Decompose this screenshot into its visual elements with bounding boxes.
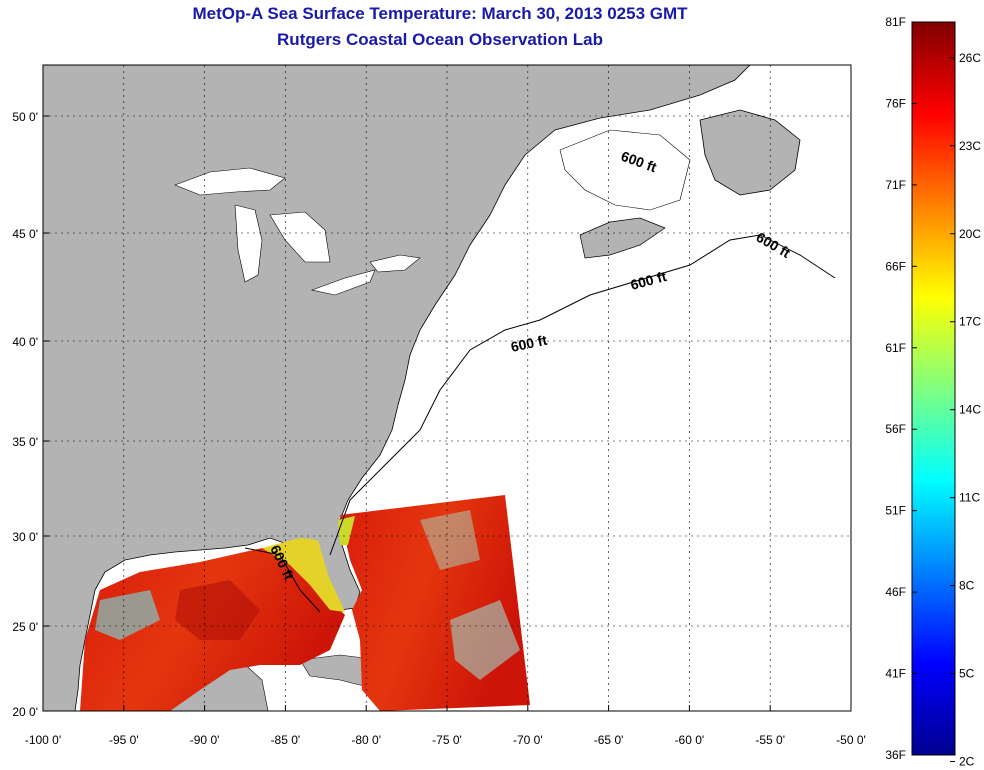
great-lake-huron [269,211,331,263]
colorbar-c-label: 23C [959,139,981,153]
colorbar-f-label: 56F [885,422,906,436]
colorbar-f-label: 81F [885,15,906,29]
sst-satellite-swath [80,495,530,711]
lon-tick-label: -75 0' [432,733,462,747]
land-nova-scotia [579,217,666,259]
lon-tick-label: -50 0' [836,733,866,747]
land-north-america [43,65,751,711]
colorbar-c-label: 14C [959,403,981,417]
colorbar-labels: 81F 76F 71F 66F 61F 56F 51F 46F 41F 36F 26C 23C 20C 1… [885,15,981,769]
colorbar-f-label: 36F [885,748,906,762]
colorbar-c-label: 11C [959,491,980,505]
land-newfoundland [699,109,801,196]
lat-tick-label: 25 0' [12,620,38,634]
graticule [43,65,851,711]
latitude-axis: 50 0' 45 0' 40 0' 35 0' 30 0' 25 0' 20 0' [12,110,49,719]
great-lake-ontario [369,254,421,273]
lon-tick-label: -95 0' [109,733,139,747]
lon-tick-label: -100 0' [25,733,61,747]
lat-tick-label: 30 0' [12,530,38,544]
lat-tick-label: 35 0' [12,435,38,449]
isobath-600ft-contour [329,234,836,556]
lon-tick-label: -55 0' [755,733,785,747]
colorbar-c-label: 2C [959,755,975,769]
great-lake-michigan [234,204,263,283]
colorbar-c-label: 26C [959,51,981,65]
longitude-axis: -100 0' -95 0' -90 0' -85 0' -80 0' -75 0' -70… [25,705,866,747]
lon-tick-label: -70 0' [513,733,543,747]
colorbar-c-label: 20C [959,227,981,241]
colorbar-f-label: 71F [885,178,906,192]
map-subtitle: Rutgers Coastal Ocean Observation Lab [277,30,603,49]
lat-tick-label: 45 0' [12,227,38,241]
colorbar [911,21,956,756]
lat-tick-label: 40 0' [12,335,38,349]
colorbar-f-label: 51F [885,504,906,518]
colorbar-f-label: 76F [885,96,906,110]
lat-tick-label: 50 0' [12,110,38,124]
lon-tick-label: -60 0' [675,733,705,747]
colorbar-c-label: 5C [959,667,975,681]
colorbar-c-label: 17C [959,315,981,329]
colorbar-f-label: 41F [885,667,906,681]
lat-tick-label: 20 0' [12,705,38,719]
colorbar-f-label: 61F [885,341,906,355]
map-title: MetOp-A Sea Surface Temperature: March 3… [192,4,688,23]
great-lake-erie [310,269,376,296]
lon-tick-label: -80 0' [351,733,381,747]
colorbar-c-label: 8C [959,579,975,593]
great-lake-superior [174,167,286,196]
colorbar-f-label: 66F [885,259,906,273]
gulf-st-lawrence [559,129,691,211]
isobath-label: 600 ft [509,332,548,355]
lon-tick-label: -65 0' [594,733,624,747]
isobath-600ft-gulf-contour [244,547,321,613]
lon-tick-label: -90 0' [190,733,220,747]
lon-tick-label: -85 0' [271,733,301,747]
colorbar-f-label: 46F [885,585,906,599]
